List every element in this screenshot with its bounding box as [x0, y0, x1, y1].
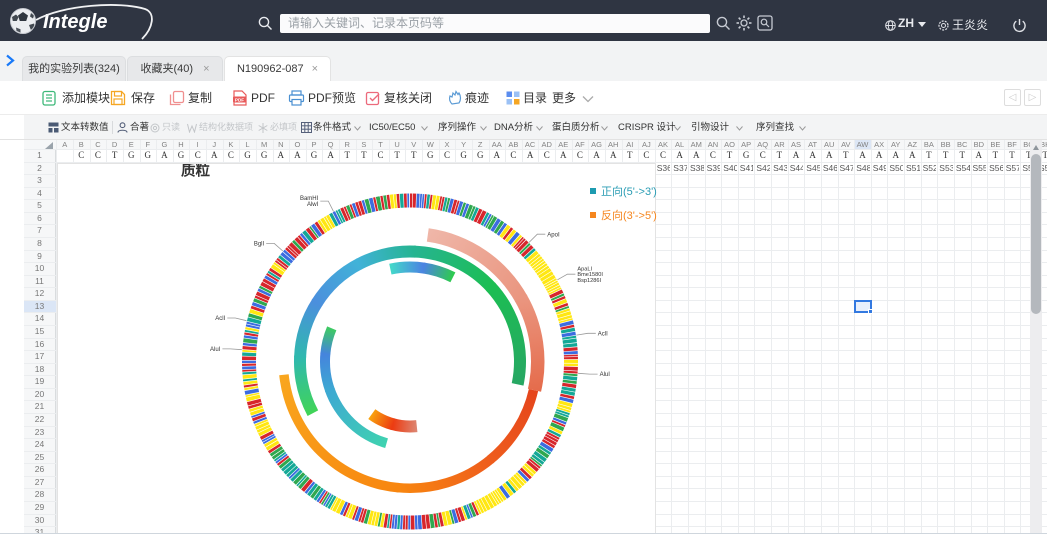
- svg-text:BglI: BglI: [254, 242, 265, 248]
- svg-text:Bme1580I: Bme1580I: [577, 272, 603, 278]
- svg-text:AlwI: AlwI: [307, 202, 319, 208]
- svg-text:AclI: AclI: [215, 316, 225, 322]
- svg-text:AluI: AluI: [600, 372, 611, 378]
- svg-text:ApaLI: ApaLI: [577, 267, 592, 273]
- svg-text:质粒: 质粒: [181, 164, 210, 180]
- svg-text:Bsp1286I: Bsp1286I: [577, 278, 601, 284]
- svg-text:PDF: PDF: [235, 97, 244, 102]
- svg-text:AluI: AluI: [210, 347, 221, 353]
- svg-text:正向(5'->3'): 正向(5'->3'): [601, 184, 657, 198]
- svg-text:Integle: Integle: [43, 11, 107, 33]
- svg-text:ApoI: ApoI: [547, 232, 560, 238]
- svg-text:BamHI: BamHI: [300, 196, 319, 202]
- svg-text:反向(3'->5'): 反向(3'->5'): [601, 208, 657, 222]
- svg-text:AclI: AclI: [598, 331, 608, 337]
